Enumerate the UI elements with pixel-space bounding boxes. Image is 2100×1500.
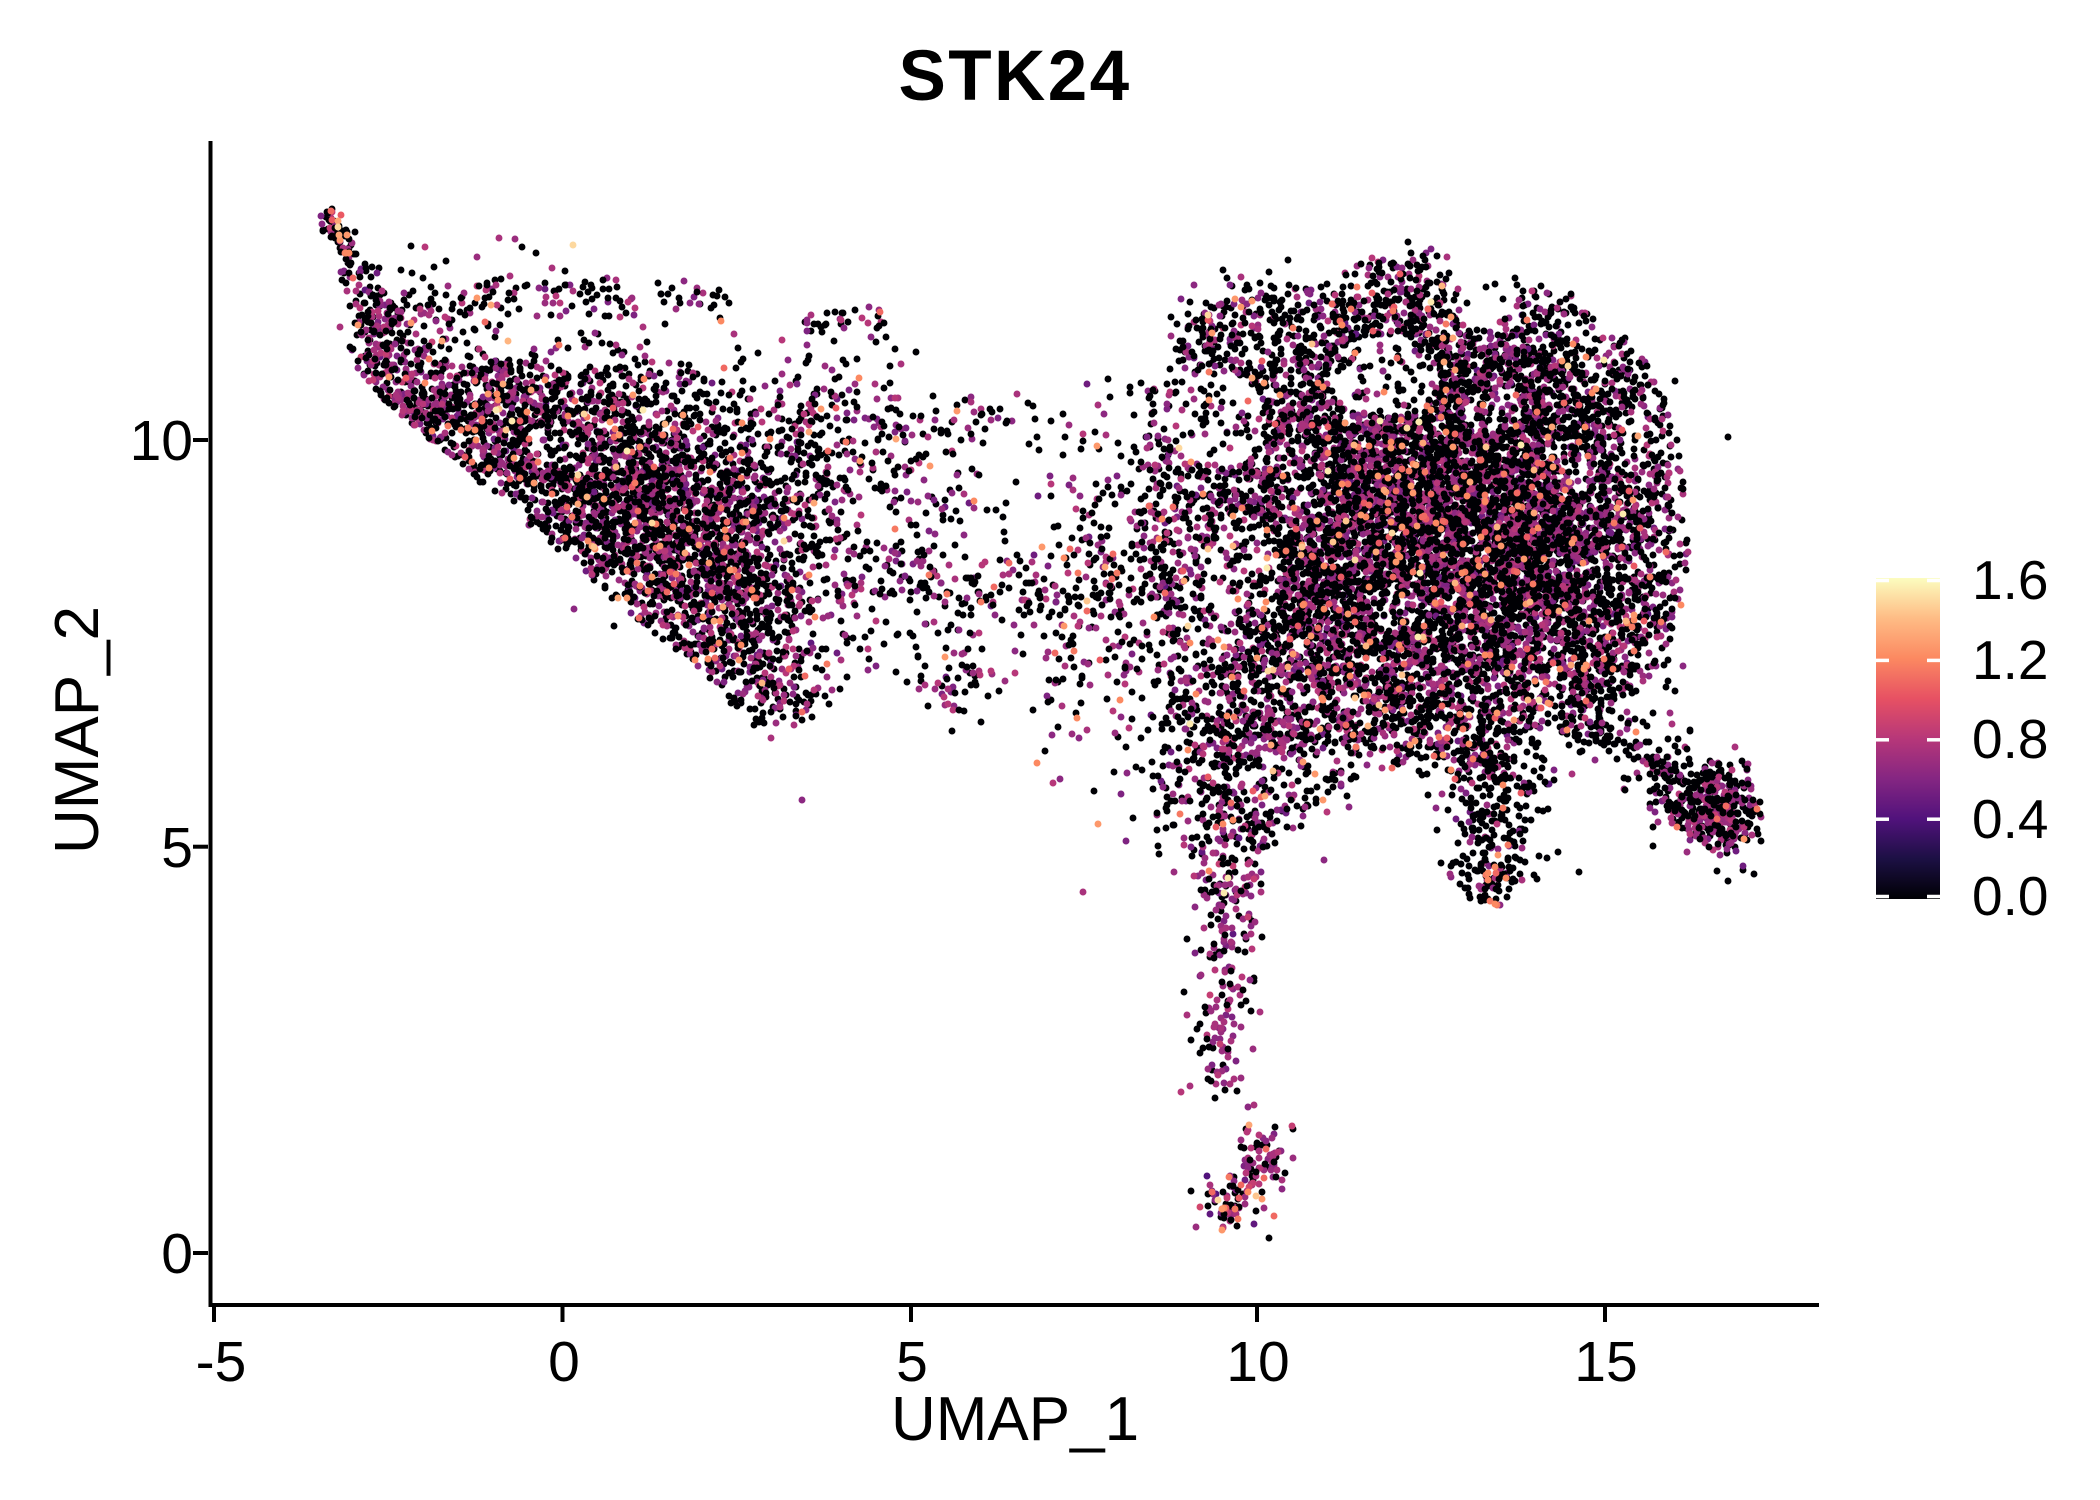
svg-text:15: 15 [1574, 1330, 1637, 1394]
svg-text:1.6: 1.6 [1972, 549, 2048, 611]
svg-text:0.4: 0.4 [1972, 788, 2048, 850]
svg-text:-5: -5 [196, 1330, 247, 1394]
svg-text:0: 0 [548, 1330, 580, 1394]
svg-text:5: 5 [896, 1330, 928, 1394]
svg-text:0.8: 0.8 [1972, 708, 2048, 770]
svg-text:0: 0 [161, 1222, 193, 1286]
svg-text:5: 5 [161, 816, 193, 880]
svg-text:10: 10 [1226, 1330, 1289, 1394]
svg-text:10: 10 [130, 409, 193, 473]
svg-text:0.0: 0.0 [1972, 865, 2048, 927]
svg-text:UMAP_2: UMAP_2 [43, 606, 112, 854]
svg-text:1.2: 1.2 [1972, 629, 2048, 691]
svg-text:UMAP_1: UMAP_1 [891, 1385, 1139, 1454]
svg-text:STK24: STK24 [899, 37, 1132, 116]
